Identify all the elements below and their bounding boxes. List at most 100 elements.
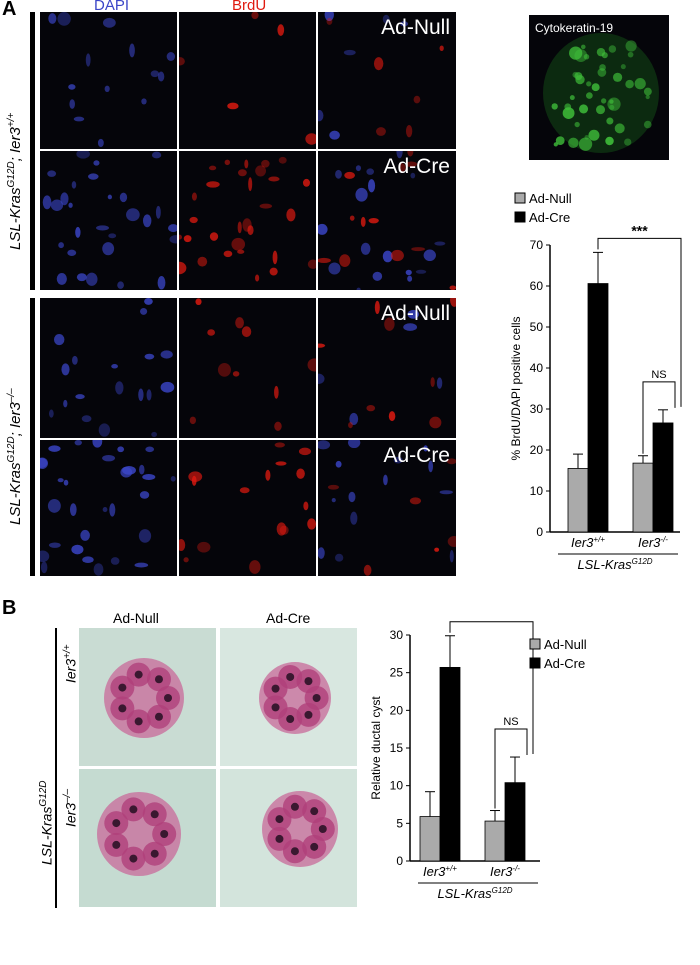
cell-blob <box>393 456 403 464</box>
cyst-nucleus <box>310 842 319 851</box>
cell-blob <box>274 385 279 399</box>
micro-bot-null-brdu <box>179 298 316 438</box>
cell-blob <box>344 171 355 179</box>
cell-blob <box>373 57 384 71</box>
cell-blob <box>405 124 413 138</box>
cell-blob <box>423 445 428 452</box>
micro-top-null-dapi <box>40 12 177 149</box>
cell-blob <box>350 511 358 525</box>
ck-blob <box>551 103 558 110</box>
cell-blob <box>71 181 77 189</box>
cyst-nucleus <box>129 854 138 863</box>
y-tick-label: 70 <box>530 238 544 252</box>
cell-blob <box>48 13 57 24</box>
cell-blob <box>76 273 87 282</box>
micro-bot-null-merge: Ad-Null <box>318 298 456 438</box>
cyst-nucleus <box>290 802 299 811</box>
y-tick-label: 25 <box>390 666 404 680</box>
sig-label: *** <box>631 222 648 238</box>
bar <box>439 666 461 862</box>
micro-top-null-brdu <box>179 12 316 149</box>
cell-blob <box>384 317 395 331</box>
y-tick-label: 20 <box>390 703 404 717</box>
cell-blob <box>318 547 325 559</box>
row-label-ko: Ier3–/– <box>62 788 79 827</box>
cell-blob <box>142 214 152 228</box>
cell-blob <box>183 557 189 563</box>
cyst-nucleus <box>275 815 284 824</box>
cell-blob <box>227 102 239 110</box>
cell-blob <box>355 165 362 172</box>
cell-blob <box>368 179 376 193</box>
cell-blob <box>434 547 440 552</box>
cell-blob <box>237 221 242 234</box>
cyst-nucleus <box>318 825 327 833</box>
ck-blob <box>634 78 646 90</box>
ck-blob <box>586 92 593 99</box>
cell-blob <box>109 503 116 517</box>
cell-blob <box>318 440 331 450</box>
genotype-label-top: LSL-KrasG12D; Ier3+/+ <box>6 112 24 250</box>
cell-blob <box>104 85 110 93</box>
ck-blob <box>607 97 621 111</box>
y-tick-label: 0 <box>536 525 543 539</box>
cell-blob <box>276 522 287 536</box>
ns-bracket <box>642 381 676 454</box>
cell-blob <box>356 287 361 290</box>
cell-blob <box>278 156 287 164</box>
cell-blob <box>303 501 309 511</box>
cell-blob <box>331 498 336 503</box>
cell-blob <box>274 421 282 431</box>
cell-blob <box>117 281 124 289</box>
cell-blob <box>237 169 247 177</box>
cell-blob <box>335 169 342 179</box>
cell-blob <box>446 458 456 465</box>
cell-blob <box>272 250 278 265</box>
cell-blob <box>407 309 419 319</box>
legend-label: Ad-Cre <box>529 210 570 225</box>
cell-blob <box>53 334 65 346</box>
cell-blob <box>68 202 73 208</box>
bar <box>419 816 441 862</box>
cell-blob <box>168 224 177 233</box>
cell-blob <box>75 394 85 400</box>
cell-blob <box>439 490 453 495</box>
cyst-nucleus <box>271 703 280 712</box>
cell-blob <box>72 355 78 365</box>
ck-blob <box>580 44 586 50</box>
condition-label: Ad-Null <box>381 16 450 39</box>
panel-b-letter: B <box>2 597 17 619</box>
cell-blob <box>439 45 444 52</box>
cell-blob <box>360 242 371 255</box>
histology-wt-cre <box>220 628 357 766</box>
cytokeratin-inset: Cytokeratin-19 <box>529 15 669 160</box>
panel-b-bar <box>55 628 57 908</box>
ck-blob <box>608 45 617 53</box>
cell-blob <box>139 491 150 499</box>
histology-wt-null <box>79 628 216 766</box>
cell-blob <box>328 262 341 275</box>
ck-blob <box>645 94 650 100</box>
cell-blob <box>169 235 177 244</box>
cell-blob <box>206 181 220 188</box>
y-tick-label: 10 <box>530 484 544 498</box>
cell-blob <box>76 151 90 159</box>
cell-blob <box>102 454 116 462</box>
ck-blob <box>568 137 579 149</box>
ns-bracket <box>494 728 528 809</box>
ck-blob <box>624 138 632 146</box>
cell-blob <box>261 159 270 168</box>
category-label: Ier3-/- <box>490 864 520 879</box>
cell-blob <box>73 116 85 122</box>
cell-blob <box>69 99 75 109</box>
cyst-nucleus <box>275 834 284 843</box>
cyst-nucleus <box>134 717 143 726</box>
ck-blob <box>609 99 614 104</box>
ck-blob <box>606 117 614 125</box>
legend-swatch <box>529 638 541 650</box>
legend-swatch <box>514 211 526 223</box>
bar <box>504 782 526 862</box>
cell-blob <box>436 377 443 389</box>
cyst-nucleus <box>271 684 280 693</box>
cyst-nucleus <box>164 694 172 702</box>
